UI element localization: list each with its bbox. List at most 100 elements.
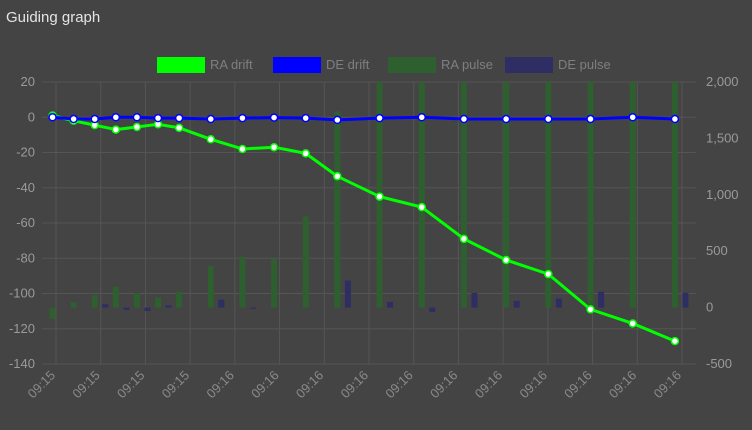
de-drift-point (670, 114, 680, 124)
ra-drift-point (206, 135, 216, 144)
de-pulse-bar (218, 299, 225, 308)
y-left-tick-label: -40 (16, 180, 35, 195)
ra-pulse-bar (334, 111, 341, 308)
legend-swatch (157, 57, 205, 73)
de-pulse-bar (555, 298, 562, 308)
x-tick-label: 09:16 (516, 368, 550, 402)
ra-drift-point (269, 142, 279, 152)
y-right-tick-label: 2,000 (706, 74, 739, 89)
y-left-tick-label: -140 (9, 356, 35, 371)
x-tick-label: 09:16 (382, 368, 416, 402)
de-drift-point (238, 113, 247, 123)
ra-drift-point (670, 336, 680, 346)
x-tick-label: 09:16 (248, 368, 282, 402)
legend-item-de-drift[interactable]: DE drift (273, 57, 370, 73)
legend-item-ra-drift[interactable]: RA drift (157, 57, 253, 73)
ra-pulse-bar (133, 292, 140, 308)
de-pulse-bar (682, 292, 689, 308)
ra-drift-point (174, 123, 184, 133)
ra-pulse-bar (49, 307, 56, 319)
de-drift-point (301, 113, 310, 123)
y-left-tick-label: -60 (16, 215, 35, 230)
ra-pulse-bar (587, 82, 594, 308)
de-drift-point (90, 114, 99, 124)
y-right-tick-label: 500 (706, 243, 728, 258)
x-tick-label: 09:15 (114, 368, 148, 402)
x-tick-label: 09:16 (203, 368, 237, 402)
de-pulse-bar (429, 307, 436, 313)
panel-title: Guiding graph (6, 9, 101, 26)
de-drift-point (153, 113, 163, 123)
x-tick-label: 09:16 (472, 368, 506, 402)
legend-swatch (273, 57, 321, 73)
ra-drift-point (238, 144, 247, 154)
x-axis: 09:15 09:15 09:15 09:15 09:16 09:16 09:16 09:16… (25, 368, 685, 402)
ra-pulse-bar (271, 259, 278, 308)
chart-legend[interactable]: RA drift DE drift RA pulse DE pulse (157, 57, 611, 73)
ra-pulse-bar (91, 295, 98, 308)
de-drift-point (501, 114, 511, 124)
ra-drift-point (459, 234, 469, 244)
y-left-tick-label: 0 (28, 109, 35, 124)
x-tick-label: 09:15 (159, 368, 193, 402)
ra-pulse-bar (239, 256, 246, 308)
y-left-tick-label: -100 (9, 286, 35, 301)
ra-drift-point (132, 122, 142, 132)
ra-drift-point (544, 269, 553, 279)
x-tick-label: 09:15 (25, 368, 59, 402)
de-drift-point (417, 113, 426, 122)
x-tick-label: 09:16 (606, 368, 640, 402)
ra-drift-point (333, 172, 342, 181)
de-pulse-bar (598, 291, 605, 308)
x-tick-label: 09:16 (293, 368, 327, 402)
ra-pulse-bar (176, 291, 183, 308)
ra-pulse-bar (418, 82, 425, 308)
y-left-tick-label: -80 (16, 250, 35, 265)
legend-label: DE drift (326, 57, 370, 72)
de-pulse-bar (513, 300, 520, 308)
ra-drift-point (375, 192, 384, 201)
legend-label: RA drift (210, 57, 253, 72)
ra-pulse-bar (155, 297, 162, 308)
legend-item-ra-pulse[interactable]: RA pulse (388, 57, 493, 73)
ra-drift-point (501, 255, 511, 265)
ra-pulse-bar (629, 82, 636, 308)
ra-drift-point (301, 149, 310, 158)
x-tick-label: 09:15 (69, 368, 103, 402)
y-right-tick-label: 0 (706, 300, 713, 315)
ra-pulse-bar (207, 265, 214, 308)
ra-pulse-bar (671, 82, 678, 308)
legend-swatch (505, 57, 553, 73)
y-right-tick-label: 1,000 (706, 187, 739, 202)
de-drift-point (628, 113, 637, 122)
ra-pulse-bar (112, 286, 119, 308)
y-left-tick-label: 20 (21, 74, 35, 89)
legend-item-de-pulse[interactable]: DE pulse (505, 57, 611, 73)
x-tick-label: 09:16 (651, 368, 685, 402)
x-tick-label: 09:16 (338, 368, 372, 402)
de-drift-point (132, 113, 142, 122)
y-axis-right: 2,000 1,500 1,000 500 0 -500 (706, 74, 739, 371)
y-axis-left: 20 0 -20 -40 -60 -80 -100 -120 -140 (9, 74, 35, 371)
de-drift-point (544, 114, 553, 124)
de-drift-point (375, 113, 384, 123)
de-drift-point (586, 114, 595, 124)
legend-label: RA pulse (441, 57, 493, 72)
de-drift-point (111, 113, 121, 122)
ra-pulse-bar (70, 301, 77, 308)
x-tick-label: 09:16 (427, 368, 461, 402)
de-pulse-bar (102, 304, 109, 308)
de-pulse-bar (144, 307, 151, 311)
legend-swatch (388, 57, 436, 73)
y-left-tick-label: -20 (16, 145, 35, 160)
de-pulse-bar (123, 307, 130, 310)
de-drift-point (206, 114, 216, 124)
de-drift-point (69, 114, 78, 124)
ra-pulse-bar (545, 82, 552, 308)
de-pulse-bar (387, 301, 394, 308)
de-pulse-bar (249, 307, 256, 309)
ra-drift-point (111, 125, 121, 134)
legend-label: DE pulse (558, 57, 611, 72)
de-pulse-bar (471, 292, 478, 308)
